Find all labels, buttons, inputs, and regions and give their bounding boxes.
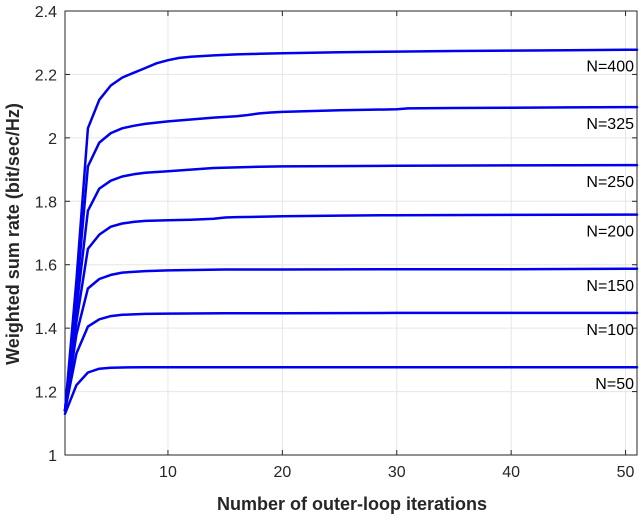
series-label-n-325: N=325 (586, 116, 634, 133)
series-line-n-150 (63, 267, 639, 412)
series-line-n-200 (63, 213, 639, 412)
series-label-n-50: N=50 (595, 376, 634, 393)
series-lines (63, 48, 639, 416)
series-label-n-400: N=400 (586, 59, 634, 76)
series-label-n-100: N=100 (586, 322, 634, 339)
y-tick-label: 1.6 (35, 258, 57, 275)
y-tick-label: 2 (48, 131, 57, 148)
y-axis-ticks: 1 1.2 1.4 1.6 1.8 2 2.2 2.4 (35, 4, 637, 465)
series-label-n-250: N=250 (586, 174, 634, 191)
series-label-n-150: N=150 (586, 278, 634, 295)
series-label-n-200: N=200 (586, 224, 634, 241)
series-line-n-50 (63, 365, 639, 416)
x-tick-label: 30 (388, 464, 406, 481)
grid-lines (65, 11, 637, 455)
y-tick-label: 2.4 (35, 4, 57, 21)
y-tick-label: 2.2 (35, 67, 57, 84)
x-tick-label: 40 (502, 464, 520, 481)
y-tick-label: 1.8 (35, 194, 57, 211)
series-line-n-100 (63, 311, 639, 412)
series-line-n-325 (63, 105, 639, 412)
y-tick-label: 1.2 (35, 385, 57, 402)
x-tick-label: 20 (273, 464, 291, 481)
y-axis-label: Weighted sum rate (bit/sec/Hz) (3, 103, 23, 365)
x-axis-label: Number of outer-loop iterations (217, 494, 487, 514)
x-tick-label: 50 (617, 464, 635, 481)
y-tick-label: 1 (48, 448, 57, 465)
plot-area (64, 10, 638, 456)
series-labels: N=400 N=325 N=250 N=200 N=150 N=100 N=50 (586, 59, 634, 393)
series-line-n-400 (63, 48, 639, 412)
series-line-n-250 (63, 163, 639, 412)
x-axis-ticks: 10 20 30 40 50 (159, 11, 635, 481)
x-tick-label: 10 (159, 464, 177, 481)
y-tick-label: 1.4 (35, 321, 57, 338)
